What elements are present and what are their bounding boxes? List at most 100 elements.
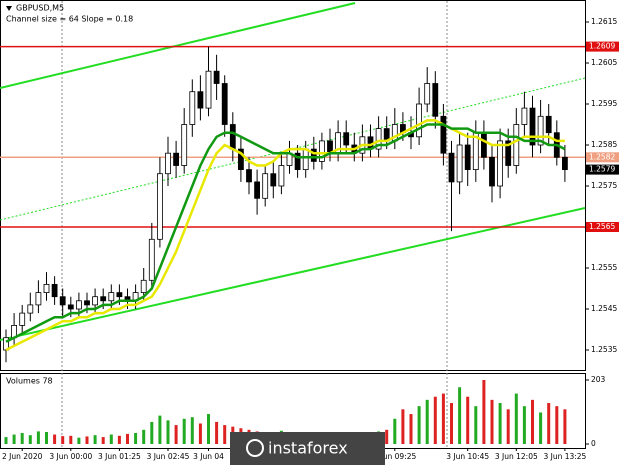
y-tick-label: 1.2595	[591, 99, 617, 108]
volume-bar	[393, 418, 397, 444]
volume-bar	[142, 429, 146, 444]
level-label: 1.2565	[589, 222, 615, 231]
candle-body	[43, 283, 50, 293]
volume-bar	[450, 403, 453, 444]
volume-tick-label: 0	[591, 439, 596, 448]
volume-bar	[458, 387, 462, 444]
candle-body	[545, 115, 552, 134]
volume-bar	[433, 396, 437, 444]
x-tick-label: 3 Jun 04	[193, 452, 224, 461]
volume-tick-label: 203	[591, 375, 606, 384]
volume-bar	[12, 434, 16, 444]
candle-body	[197, 91, 204, 109]
x-tick-label: 2 Jun 2020	[2, 452, 43, 461]
x-tick-label: 3 Jun 02:45	[147, 452, 190, 461]
candle-body	[432, 83, 439, 117]
volume-bar	[514, 393, 518, 444]
candle-body	[35, 292, 42, 306]
candle-body	[229, 124, 236, 150]
volume-bar	[474, 406, 478, 444]
chart-title: GBPUSD,M5	[16, 4, 64, 13]
y-tick-label: 1.2585	[591, 140, 617, 149]
candle-body	[116, 292, 123, 298]
volume-bar	[441, 393, 445, 444]
candle-body	[165, 152, 171, 175]
watermark-box	[230, 432, 385, 465]
volume-bar	[498, 403, 502, 444]
channel-upper	[0, 2, 356, 89]
candle-body	[513, 124, 520, 166]
candle-body	[375, 128, 382, 150]
candle-body	[108, 292, 115, 302]
y-tick-label: 1.2615	[591, 17, 617, 26]
volume-bar	[506, 409, 510, 444]
volume-bar	[425, 399, 429, 444]
candle-body	[189, 91, 196, 125]
volume-bar	[490, 399, 494, 444]
candle-body	[173, 152, 180, 166]
x-tick-label: 3 Jun 13:25	[543, 452, 586, 461]
candle-body	[237, 148, 244, 171]
volume-bar	[563, 409, 567, 444]
candle-body	[19, 312, 26, 326]
candle-body	[497, 140, 504, 187]
volume-bar	[61, 436, 65, 444]
y-tick-label: 1.2545	[591, 304, 617, 313]
candle-body	[270, 173, 277, 187]
watermark: instaforex	[268, 439, 348, 458]
moving-average	[5, 119, 565, 352]
candle-body	[537, 115, 544, 146]
candle-body	[27, 304, 34, 314]
volume-bar	[182, 418, 186, 444]
candle-body	[480, 132, 487, 158]
volume-bar	[101, 437, 105, 444]
volume-bar	[539, 412, 543, 444]
volume-bar	[85, 436, 89, 444]
volume-bar	[109, 434, 113, 444]
volume-bar	[150, 421, 154, 444]
volume-bar	[174, 425, 178, 444]
candle-body	[262, 173, 269, 199]
x-tick-label: 3 Jun 00:00	[49, 452, 92, 461]
volume-bar	[77, 437, 81, 444]
candle-body	[221, 83, 228, 125]
candle-body	[343, 132, 350, 146]
volume-bar	[417, 406, 421, 444]
channel-lower	[0, 207, 586, 341]
x-tick-label: 3 Jun 01:25	[98, 452, 141, 461]
volume-bar	[555, 406, 559, 444]
level-tag	[586, 222, 619, 232]
y-tick-label: 1.2555	[591, 263, 617, 272]
candle-body	[140, 279, 147, 293]
x-tick-label: 3 Jun 09:25	[373, 452, 416, 461]
candle-body	[278, 165, 285, 187]
volume-bar	[401, 409, 405, 444]
candle-body	[51, 283, 58, 298]
volume-bar	[117, 435, 121, 444]
volume-bar	[45, 432, 48, 444]
current-price-tag	[586, 164, 619, 175]
level-label: 1.2609	[589, 42, 615, 51]
volume-bar	[28, 435, 32, 444]
y-tick-label: 1.2575	[591, 181, 617, 190]
y-tick-label: 1.2605	[591, 58, 617, 67]
volume-bar	[385, 429, 389, 444]
candle-body	[76, 300, 82, 310]
candle-body	[205, 70, 212, 109]
candle-body	[100, 296, 107, 302]
x-tick-label: 3 Jun 10:45	[446, 452, 489, 461]
volume-bar	[166, 420, 170, 444]
volume-bar	[466, 396, 470, 444]
volume-bar	[522, 406, 526, 444]
volume-bar	[4, 437, 8, 444]
volume-bar	[547, 403, 551, 444]
candle-body	[67, 304, 74, 310]
volume-bar	[93, 435, 97, 444]
volume-bar	[223, 425, 227, 444]
candle-body	[529, 107, 536, 146]
chart-subtitle: Channel size = 64 Slope = 0.18	[6, 15, 133, 24]
moving-average	[5, 123, 566, 343]
candle-body	[84, 300, 90, 306]
